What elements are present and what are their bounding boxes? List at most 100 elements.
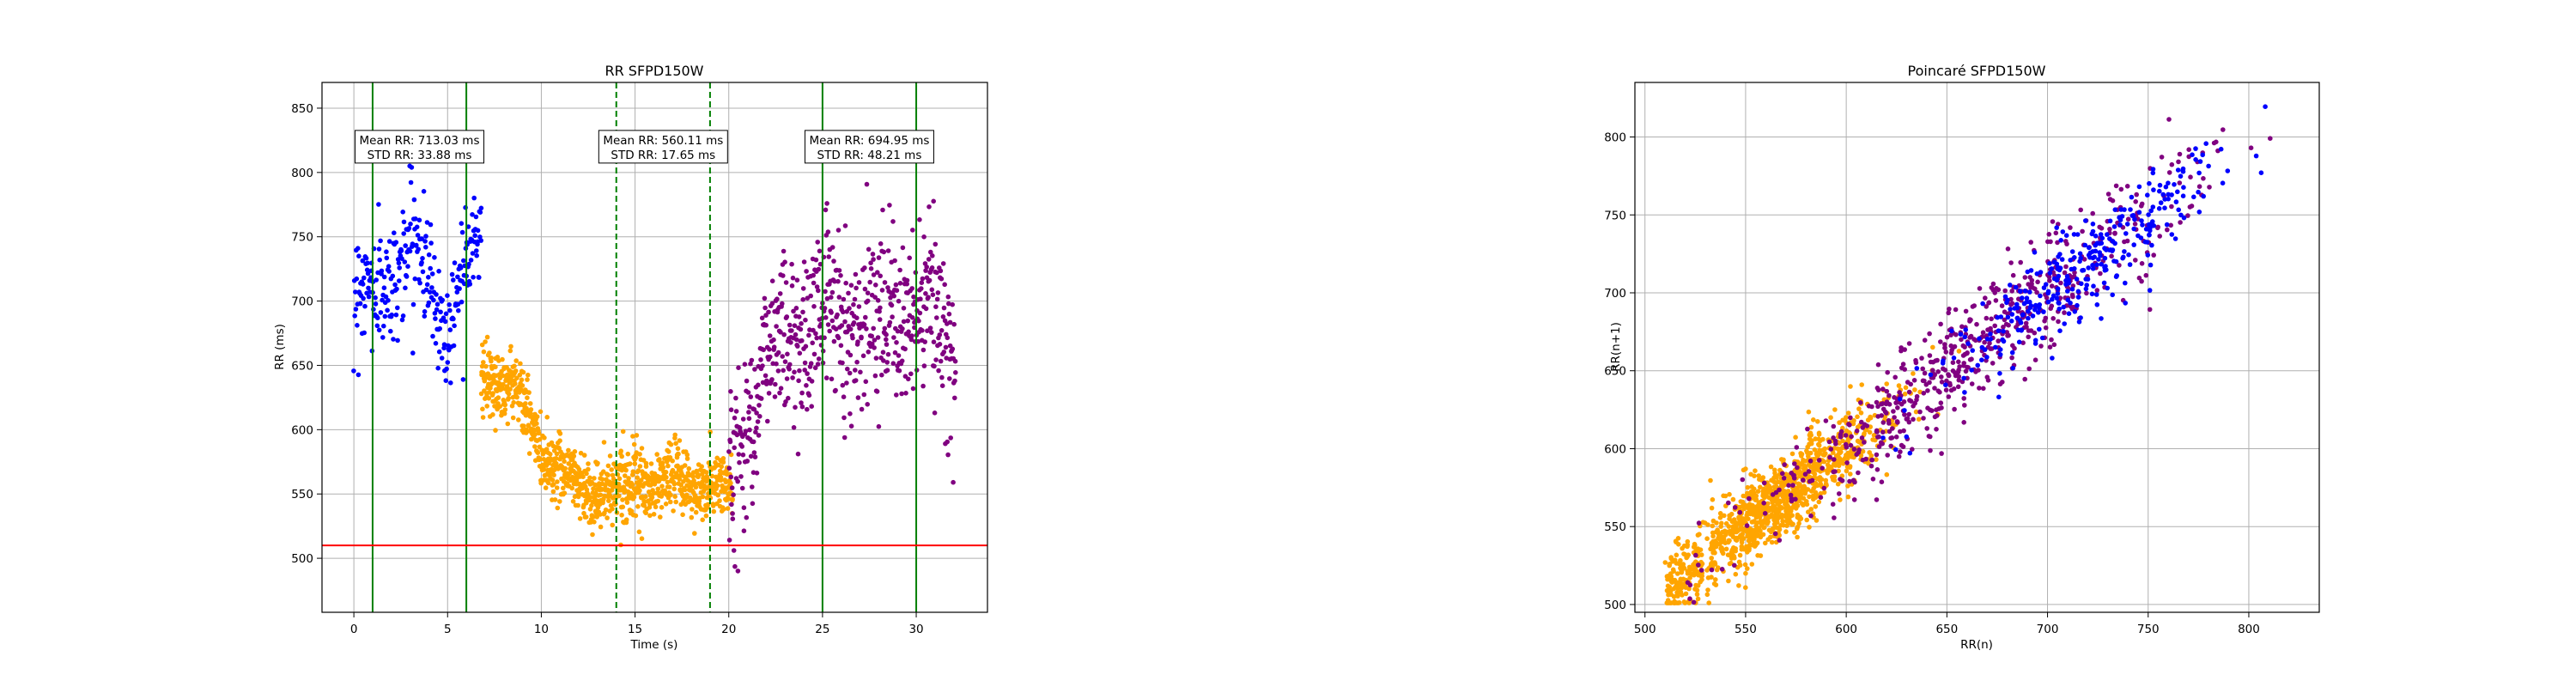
rr-point-recovery <box>878 273 883 279</box>
rr-point-recovery <box>740 452 746 458</box>
rr-point-recovery <box>842 319 848 325</box>
rr-point-recovery <box>749 357 755 363</box>
poincare-point-effort <box>1813 504 1819 509</box>
rr-point-recovery <box>872 295 878 301</box>
rr-point-baseline <box>364 267 370 273</box>
poincare-point-effort <box>1769 539 1775 545</box>
poincare-point-recovery <box>1948 343 1953 349</box>
poincare-point-effort <box>1814 462 1819 467</box>
rr-point-effort <box>543 485 549 490</box>
rr-point-effort <box>673 441 678 447</box>
rr-point-recovery <box>769 278 775 284</box>
poincare-point-effort <box>1845 494 1851 500</box>
rr-point-baseline <box>472 233 477 239</box>
poincare-point-recovery <box>1696 520 1702 526</box>
poincare-point-recovery <box>2165 227 2170 233</box>
rr-point-baseline <box>392 230 397 236</box>
poincare-point-baseline <box>2140 222 2145 228</box>
poincare-point-effort <box>1807 436 1813 441</box>
poincare-point-baseline <box>2150 167 2156 172</box>
poincare-point-recovery <box>1880 420 1886 425</box>
rr-point-recovery <box>728 407 734 413</box>
rr-point-baseline <box>465 224 471 229</box>
poincare-point-recovery <box>1859 435 1865 441</box>
poincare-point-baseline <box>2123 231 2129 236</box>
poincare-point-baseline <box>1979 357 1984 363</box>
poincare-point-baseline <box>2097 250 2102 255</box>
poincare-point-effort <box>1802 489 1808 495</box>
rr-point-effort <box>517 372 523 378</box>
poincare-point-recovery <box>1790 483 1795 488</box>
poincare-point-effort <box>1680 562 1686 567</box>
poincare-point-recovery <box>2143 272 2149 278</box>
rr-point-effort <box>617 476 623 482</box>
rr-point-recovery <box>751 406 757 412</box>
poincare-point-effort <box>1706 600 1711 605</box>
y-tick-label: 600 <box>1604 442 1626 456</box>
rr-point-baseline <box>400 210 406 215</box>
rr-point-recovery <box>922 339 927 344</box>
poincare-point-recovery <box>2006 322 2011 328</box>
poincare-point-recovery <box>1934 427 1939 432</box>
poincare-point-recovery <box>1747 495 1752 502</box>
rr-point-effort <box>570 499 576 504</box>
rr-point-recovery <box>904 277 910 283</box>
rr-point-effort <box>480 415 486 420</box>
poincare-point-effort <box>1814 476 1820 481</box>
rr-point-recovery <box>732 563 738 569</box>
poincare-point-recovery <box>1932 414 1938 420</box>
rr-point-recovery <box>829 318 835 324</box>
poincare-point-baseline <box>2157 182 2163 188</box>
poincare-point-recovery <box>1969 381 1975 386</box>
poincare-point-effort <box>1708 477 1713 483</box>
rr-point-effort <box>587 507 593 512</box>
rr-point-effort <box>479 342 485 348</box>
poincare-point-recovery <box>2043 325 2049 331</box>
rr-point-effort <box>686 465 692 471</box>
poincare-point-recovery <box>1856 447 1862 453</box>
rr-point-recovery <box>797 350 803 356</box>
rr-point-effort <box>592 520 597 525</box>
poincare-point-recovery <box>1875 404 1880 410</box>
rr-point-recovery <box>790 275 796 281</box>
poincare-point-recovery <box>2178 220 2183 225</box>
rr-point-baseline <box>407 248 413 254</box>
rr-point-baseline <box>475 228 481 234</box>
poincare-point-baseline <box>2045 299 2051 305</box>
rr-point-recovery <box>894 288 900 294</box>
poincare-point-baseline <box>2009 350 2015 356</box>
poincare-point-recovery <box>1977 286 1983 291</box>
poincare-point-recovery <box>2002 288 2008 294</box>
poincare-point-baseline <box>2169 192 2174 198</box>
rr-point-baseline <box>470 212 475 217</box>
rr-point-effort <box>507 348 513 354</box>
poincare-point-recovery <box>1893 435 1899 440</box>
poincare-point-recovery <box>2124 184 2130 189</box>
rr-point-recovery <box>953 370 958 375</box>
poincare-point-effort <box>1766 489 1772 494</box>
poincare-point-recovery <box>1818 495 1824 500</box>
rr-point-recovery <box>875 335 881 340</box>
poincare-point-baseline <box>2016 339 2022 345</box>
rr-point-effort <box>552 497 558 502</box>
rr-point-recovery <box>738 474 744 479</box>
poincare-point-recovery <box>1942 342 1947 347</box>
poincare-point-recovery <box>1955 384 1961 390</box>
rr-point-effort <box>501 381 506 387</box>
rr-point-recovery <box>836 268 842 273</box>
rr-point-effort <box>647 513 653 519</box>
rr-point-effort <box>569 485 574 491</box>
poincare-point-recovery <box>1942 345 1947 350</box>
poincare-point-effort <box>1749 562 1755 567</box>
poincare-point-recovery <box>1891 409 1896 414</box>
rr-point-baseline <box>365 260 370 266</box>
poincare-point-recovery <box>2028 328 2034 333</box>
rr-point-baseline <box>365 271 371 277</box>
poincare-point-baseline <box>2026 315 2031 321</box>
rr-point-baseline <box>414 242 419 248</box>
rr-point-recovery <box>945 335 951 341</box>
poincare-point-recovery <box>1947 382 1953 388</box>
rr-point-recovery <box>810 340 815 346</box>
poincare-point-effort <box>1808 464 1814 470</box>
rr-point-effort <box>619 513 624 518</box>
